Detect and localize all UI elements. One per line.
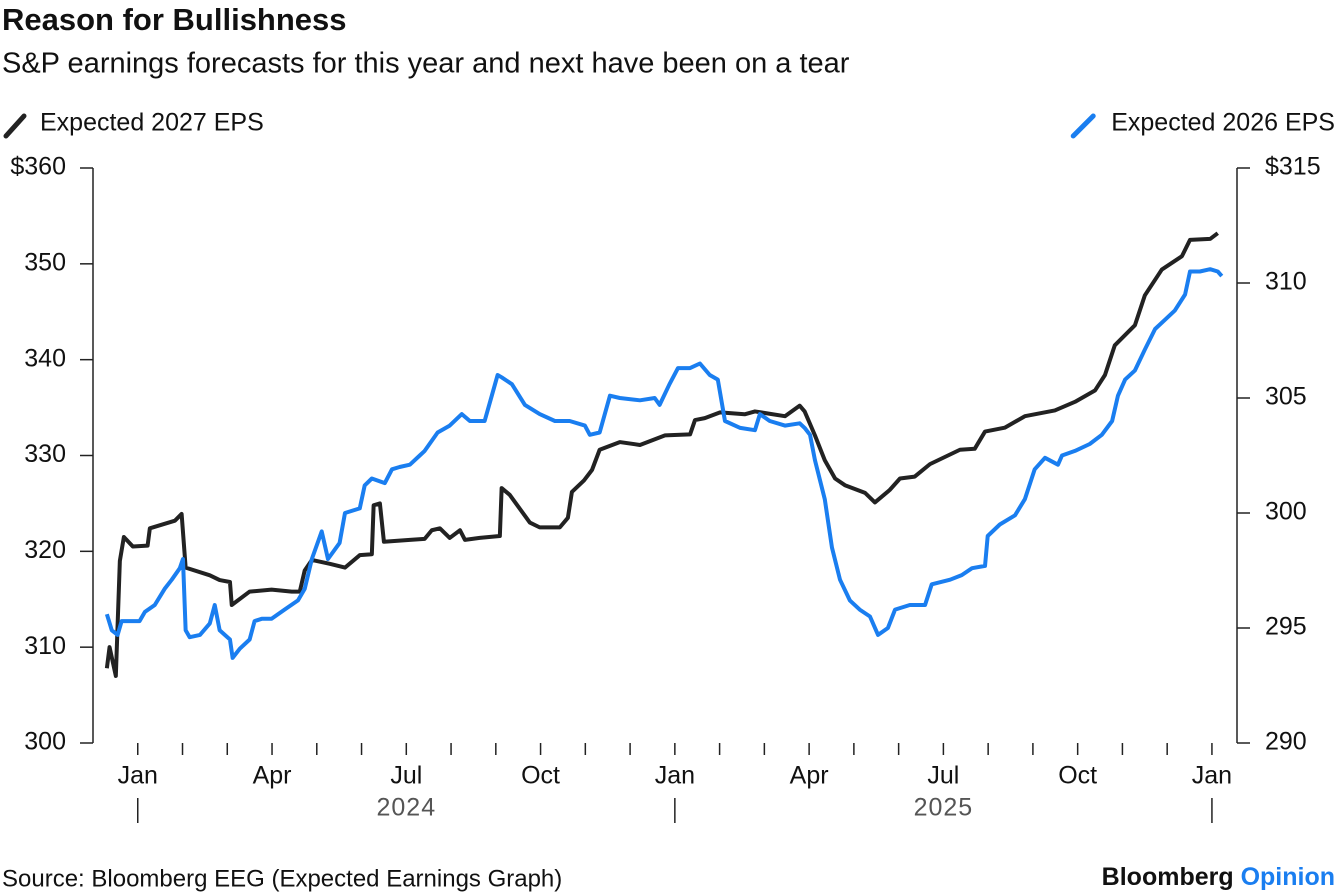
- x-tick-label: Jan: [118, 762, 158, 790]
- y2-tick-label: 310: [1265, 268, 1307, 296]
- y2-tick-label: 295: [1265, 613, 1307, 641]
- series-line: [104, 231, 1219, 678]
- y-tick-label: 330: [24, 440, 66, 468]
- x-tick-label: Oct: [1058, 762, 1097, 790]
- legend-label: Expected 2027 EPS: [40, 109, 264, 137]
- brand: Bloomberg Opinion: [1102, 863, 1335, 891]
- y-tick-label: $360: [10, 153, 66, 181]
- chart-subtitle: S&P earnings forecasts for this year and…: [2, 48, 850, 80]
- x-group-label: 2025: [914, 794, 974, 822]
- x-tick-label: Apr: [790, 762, 829, 790]
- brand-name: Bloomberg: [1102, 863, 1234, 891]
- series-line: [104, 267, 1224, 660]
- y-tick-label: 310: [24, 632, 66, 660]
- x-tick-label: Apr: [253, 762, 292, 790]
- y2-tick-label: 290: [1265, 728, 1307, 756]
- x-group-label: 2024: [376, 794, 436, 822]
- x-tick-label: Jul: [390, 762, 422, 790]
- y-tick-label: 320: [24, 536, 66, 564]
- y2-tick-label: 305: [1265, 383, 1307, 411]
- x-tick-label: Jan: [1192, 762, 1232, 790]
- y2-tick-label: 300: [1265, 498, 1307, 526]
- y2-tick-label: $315: [1265, 153, 1321, 181]
- y-tick-label: 350: [24, 248, 66, 276]
- x-tick-label: Oct: [521, 762, 560, 790]
- y-tick-label: 340: [24, 344, 66, 372]
- x-tick-label: Jul: [927, 762, 959, 790]
- source: Source: Bloomberg EEG (Expected Earnings…: [2, 865, 562, 892]
- x-tick-label: Jan: [655, 762, 695, 790]
- brand-suffix: Opinion: [1241, 863, 1335, 891]
- legend-swatch: [3, 113, 27, 139]
- y-tick-label: 300: [24, 728, 66, 756]
- legend-label: Expected 2026 EPS: [1111, 109, 1335, 137]
- legend-swatch: [1070, 113, 1096, 139]
- chart-title: Reason for Bullishness: [2, 2, 347, 37]
